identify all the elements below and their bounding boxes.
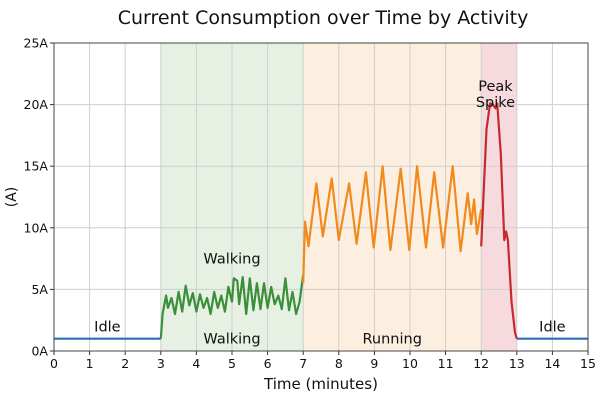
x-tick-label: 7 (299, 356, 307, 371)
series-line-running (302, 165, 483, 284)
x-tick-label: 9 (370, 356, 378, 371)
series-line-peak-spike (480, 102, 518, 340)
x-tick-label: 1 (86, 356, 94, 371)
x-tick-label: 4 (192, 356, 200, 371)
series-lines (54, 102, 588, 340)
y-tick-label: 25A (24, 36, 49, 51)
x-tick-label: 6 (264, 356, 272, 371)
x-tick-label: 0 (50, 356, 58, 371)
series-line-walking (159, 274, 305, 339)
x-tick-label: 11 (438, 356, 454, 371)
x-tick-label: 10 (402, 356, 418, 371)
x-tick-label: 5 (228, 356, 236, 371)
y-tick-label: 20A (24, 97, 49, 112)
x-tick-label: 2 (121, 356, 129, 371)
y-axis-label: (A) (4, 187, 20, 208)
x-tick-label: 15 (580, 356, 596, 371)
plot-frame (53, 42, 589, 352)
x-tick-label: 12 (473, 356, 489, 371)
annotation-label: Idle (94, 319, 121, 335)
y-tick-label: 5A (31, 282, 48, 297)
annotation-label: Walking (203, 252, 260, 268)
x-tick-label: 13 (509, 356, 525, 371)
annotation-label: Running (362, 332, 421, 348)
annotation-label: Walking (203, 332, 260, 348)
x-tick-label: 14 (544, 356, 560, 371)
annotation-label: Idle (539, 319, 566, 335)
annotation-label: Spike (476, 95, 515, 111)
chart-title: Current Consumption over Time by Activit… (118, 7, 529, 29)
x-tick-label: 8 (335, 356, 343, 371)
x-tick-label: 3 (157, 356, 165, 371)
y-tick-label: 0A (31, 344, 48, 359)
y-tick-label: 15A (24, 159, 49, 174)
x-axis-label: Time (minutes) (263, 375, 378, 393)
annotation-label: Peak (478, 79, 513, 95)
y-tick-label: 10A (24, 220, 49, 235)
